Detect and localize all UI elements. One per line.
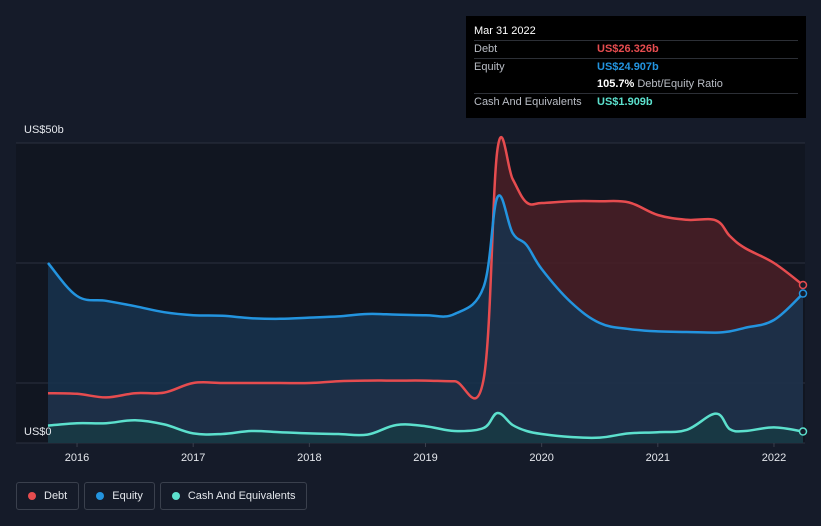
legend-dot-debt — [28, 492, 36, 500]
tooltip-date: Mar 31 2022 — [474, 25, 536, 37]
legend-label-debt: Debt — [44, 490, 68, 502]
legend-label-cash: Cash And Equivalents — [187, 490, 296, 502]
endpoint-cash — [798, 427, 808, 436]
legend-item-cash[interactable]: Cash And Equivalents — [159, 482, 308, 510]
tooltip-row-equity: Equity US$24.907b — [474, 58, 798, 76]
tooltip-value-cash: US$1.909b — [597, 96, 653, 108]
x-tick-2016: 2016 — [65, 452, 89, 464]
area-equity — [48, 195, 803, 443]
legend-item-debt[interactable]: Debt — [16, 482, 80, 510]
y-axis-top-label: US$50b — [24, 124, 64, 136]
x-tick-2022: 2022 — [762, 452, 786, 464]
line-debt — [47, 136, 804, 400]
tooltip-key-equity: Equity — [474, 61, 505, 73]
legend: Debt Equity Cash And Equivalents — [16, 482, 308, 510]
line-cash — [47, 411, 804, 440]
tooltip-row-debt: Debt US$26.326b — [474, 40, 798, 58]
tooltip-value-debt: US$26.326b — [597, 43, 659, 55]
tooltip-row-cash: Cash And Equivalents US$1.909b — [474, 93, 798, 111]
legend-label-equity: Equity — [112, 490, 143, 502]
tooltip-key-debt: Debt — [474, 43, 498, 55]
x-tick-2020: 2020 — [529, 452, 553, 464]
tooltip-ratio-label: Debt/Equity Ratio — [637, 78, 723, 90]
tooltip-key-cash: Cash And Equivalents — [474, 96, 582, 108]
legend-dot-equity — [96, 492, 105, 500]
tooltip-row-ratio: 105.7% Debt/Equity Ratio — [474, 76, 798, 93]
tooltip-value-ratio: 105.7% — [597, 78, 635, 90]
y-axis-bottom-label: US$0 — [24, 426, 52, 438]
x-tick-2019: 2019 — [413, 452, 437, 464]
area-cash — [48, 412, 803, 443]
tooltip: Mar 31 2022 Debt US$26.326b Equity US$24… — [466, 16, 806, 118]
legend-item-equity[interactable]: Equity — [84, 482, 155, 510]
tooltip-value-equity: US$24.907b — [597, 61, 659, 73]
line-equity — [47, 194, 804, 334]
x-tick-2021: 2021 — [646, 452, 670, 464]
endpoint-debt — [798, 280, 808, 290]
x-tick-2018: 2018 — [297, 452, 321, 464]
x-tick-2017: 2017 — [181, 452, 205, 464]
legend-dot-cash — [171, 492, 180, 500]
endpoint-equity — [798, 289, 808, 298]
